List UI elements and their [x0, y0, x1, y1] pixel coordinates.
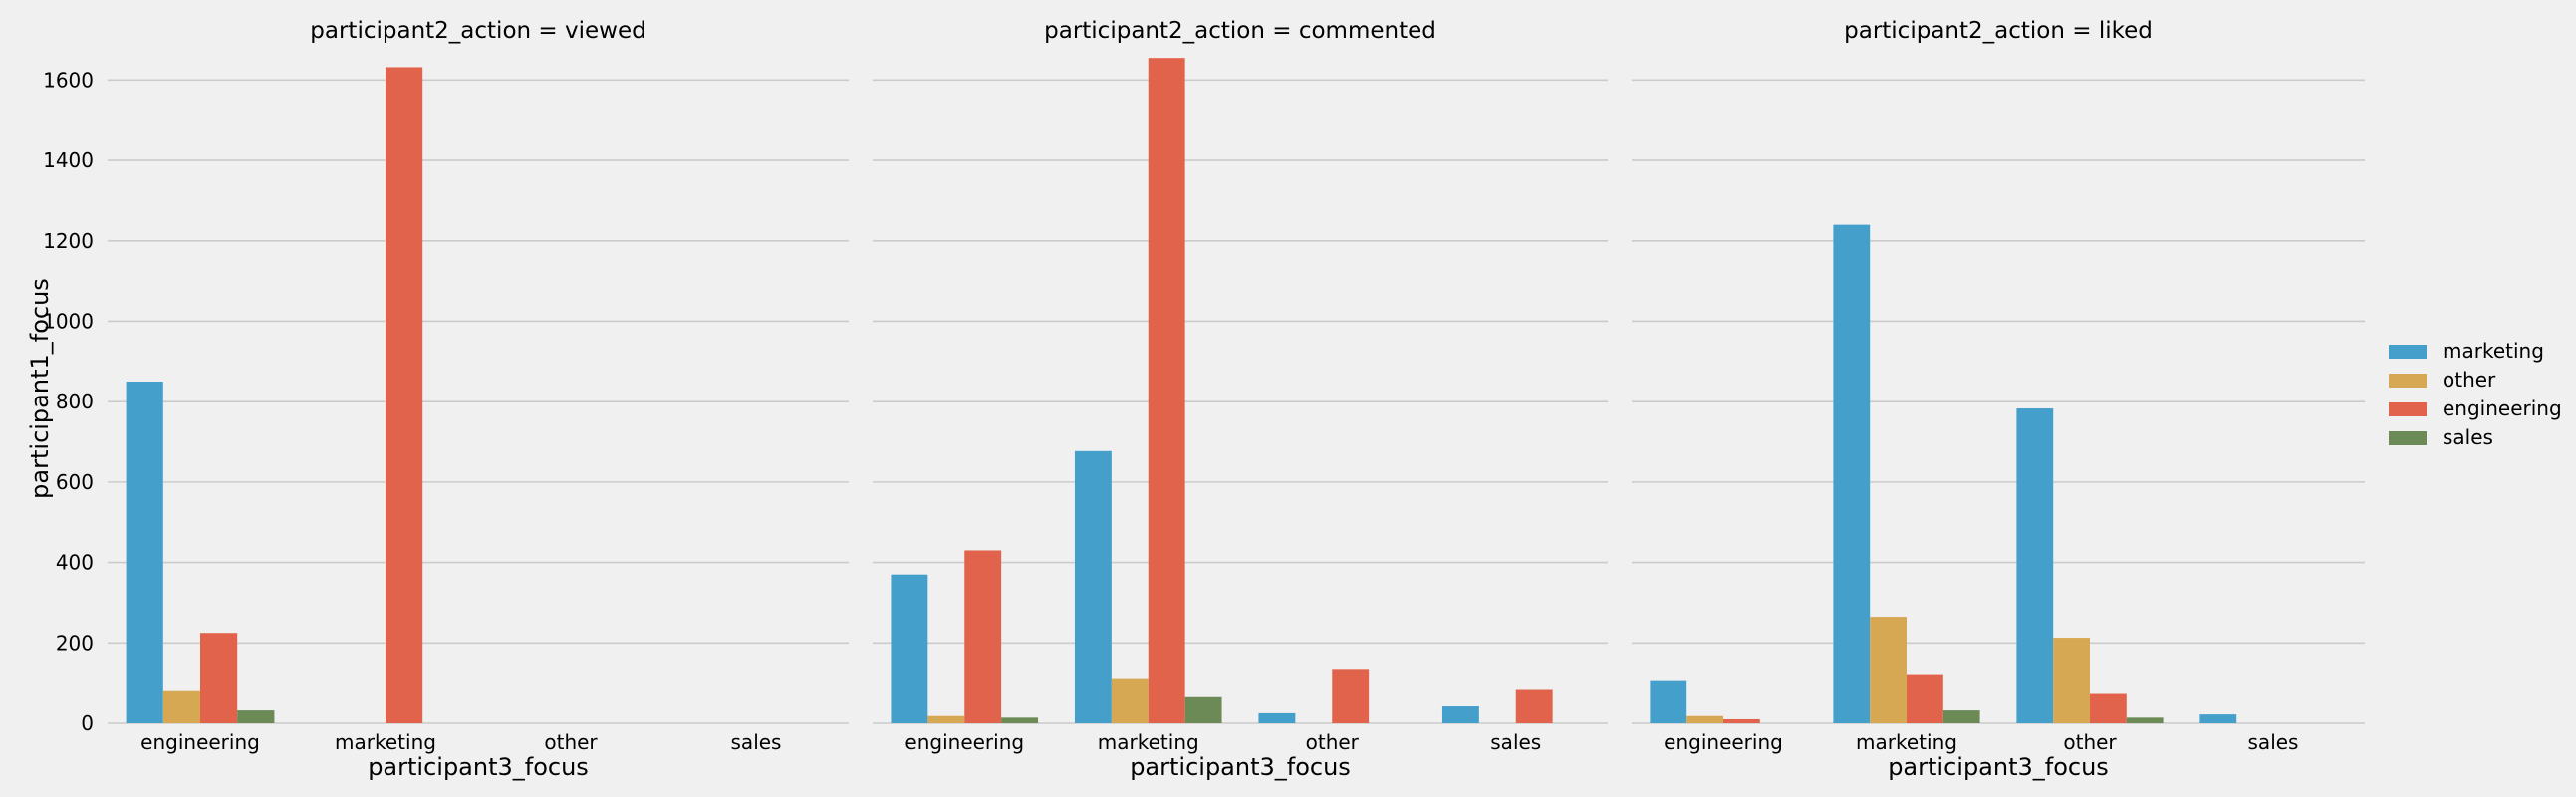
legend-swatch-engineering	[2389, 402, 2427, 416]
bar-engineering-engineering	[964, 550, 1002, 723]
x-tick-label: marketing	[335, 730, 436, 754]
y-tick-label: 1400	[43, 148, 94, 172]
bar-sales-engineering	[237, 710, 275, 723]
bar-other-engineering	[927, 715, 965, 723]
x-axis-label: participant3_focus	[368, 753, 589, 781]
legend: marketing other engineering sales	[2389, 339, 2562, 449]
bar-marketing-engineering	[126, 382, 163, 723]
bar-sales-engineering	[1001, 717, 1039, 723]
x-tick-label: sales	[2248, 730, 2299, 754]
bar-marketing-engineering	[1650, 680, 1687, 723]
panel-title: participant2_action = commented	[1044, 18, 1436, 44]
bar-engineering-engineering	[200, 633, 238, 723]
bar-engineering-sales	[1515, 689, 1553, 723]
x-axis-label: participant3_focus	[1888, 753, 2109, 781]
y-tick-label: 1000	[43, 309, 94, 333]
panel-3: participant2_action = liked engineering ma…	[1632, 18, 2365, 781]
panel-title: participant2_action = liked	[1844, 18, 2153, 44]
legend-swatch-sales	[2389, 431, 2427, 445]
x-tick-label: engineering	[140, 730, 260, 754]
bar-other-other	[2053, 638, 2090, 723]
bar-sales-other	[2126, 717, 2164, 723]
x-tick-label: other	[544, 730, 598, 754]
bar-marketing-sales	[1441, 706, 1479, 723]
legend-swatch-marketing	[2389, 345, 2427, 359]
legend-label-other: other	[2443, 368, 2496, 392]
y-tick-label: 400	[56, 551, 94, 575]
legend-label-marketing: marketing	[2443, 339, 2544, 363]
x-axis-label: participant3_focus	[1130, 753, 1351, 781]
bar-engineering-other	[2090, 693, 2127, 723]
x-tick-label: sales	[731, 730, 782, 754]
y-tick-label: 800	[56, 390, 94, 413]
y-axis-label: participant1_focus	[26, 278, 54, 499]
x-tick-label: other	[2063, 730, 2117, 754]
bar-marketing-sales	[2199, 714, 2237, 723]
bar-sales-marketing	[1942, 710, 1980, 723]
x-tick-label: sales	[1490, 730, 1541, 754]
bar-engineering-marketing	[1148, 58, 1185, 724]
x-tick-label: marketing	[1098, 730, 1199, 754]
bar-other-engineering	[1686, 715, 1723, 723]
y-tick-label: 0	[81, 711, 94, 735]
bar-engineering-other	[1332, 669, 1370, 723]
bar-sales-marketing	[1184, 696, 1222, 723]
bar-marketing-other	[2016, 408, 2054, 723]
legend-label-engineering: engineering	[2443, 397, 2562, 420]
x-tick-label: engineering	[904, 730, 1024, 754]
panel-2: participant2_action = commented engineeri…	[873, 18, 1608, 781]
x-tick-label: engineering	[1664, 730, 1783, 754]
panel-title: participant2_action = viewed	[310, 18, 645, 44]
bar-other-marketing	[1111, 678, 1149, 723]
bar-other-engineering	[162, 690, 200, 723]
legend-label-sales: sales	[2443, 425, 2493, 449]
y-tick-label: 1600	[43, 68, 94, 92]
x-tick-label: other	[1306, 730, 1360, 754]
bar-engineering-marketing	[1907, 674, 1943, 723]
bar-marketing-marketing	[1074, 450, 1112, 723]
y-tick-label: 200	[56, 631, 94, 655]
panel-1: 0 200 400 600 800 1000 1200 1400 1600 participant…	[43, 18, 849, 781]
bar-marketing-marketing	[1833, 224, 1871, 723]
bar-marketing-other	[1258, 712, 1296, 723]
bar-engineering-engineering	[1723, 718, 1760, 723]
y-tick-label: 600	[56, 470, 94, 494]
y-tick-label: 1200	[43, 229, 94, 253]
legend-swatch-other	[2389, 374, 2427, 388]
bar-marketing-engineering	[891, 574, 928, 723]
x-tick-label: marketing	[1856, 730, 1957, 754]
bar-other-marketing	[1870, 617, 1907, 723]
bar-engineering-marketing	[386, 67, 423, 723]
